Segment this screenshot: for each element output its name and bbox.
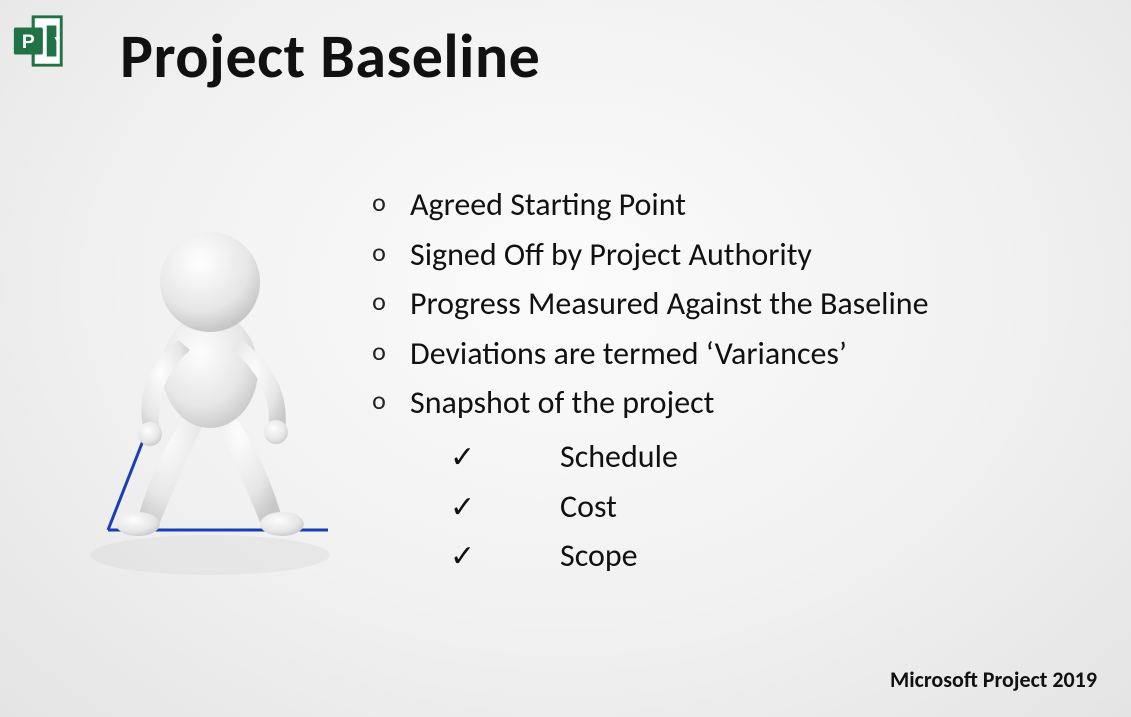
check-icon: ✓	[450, 534, 560, 581]
list-item: ✓ Schedule	[450, 432, 929, 482]
list-item: o Progress Measured Against the Baseline	[370, 279, 929, 329]
bullet-text: Deviations are termed ‘Variances’	[410, 329, 847, 379]
slide-title: Project Baseline	[120, 18, 540, 94]
bullet-list: o Agreed Starting Point o Signed Off by …	[370, 180, 929, 581]
list-item: o Deviations are termed ‘Variances’	[370, 329, 929, 379]
list-item: ✓ Scope	[450, 531, 929, 581]
list-item: o Agreed Starting Point	[370, 180, 929, 230]
ms-project-logo-icon: P	[10, 12, 68, 70]
list-item: o Snapshot of the project	[370, 378, 929, 428]
check-icon: ✓	[450, 435, 560, 482]
sub-text: Scope	[560, 531, 638, 581]
sub-list: ✓ Schedule ✓ Cost ✓ Scope	[450, 432, 929, 581]
svg-text:P: P	[22, 32, 35, 53]
bullet-marker: o	[370, 230, 388, 280]
figure-illustration	[60, 210, 360, 590]
bullet-text: Agreed Starting Point	[410, 180, 686, 230]
bullet-text: Signed Off by Project Authority	[410, 230, 812, 280]
footer-text: Microsoft Project 2019	[890, 666, 1097, 693]
sub-text: Cost	[560, 482, 617, 532]
bullet-text: Progress Measured Against the Baseline	[410, 279, 929, 329]
list-item: ✓ Cost	[450, 482, 929, 532]
bullet-marker: o	[370, 180, 388, 230]
bullet-text: Snapshot of the project	[410, 378, 714, 428]
list-item: o Signed Off by Project Authority	[370, 230, 929, 280]
bullet-marker: o	[370, 279, 388, 329]
check-icon: ✓	[450, 485, 560, 532]
sub-text: Schedule	[560, 432, 678, 482]
bullet-marker: o	[370, 329, 388, 379]
bullet-marker: o	[370, 378, 388, 428]
